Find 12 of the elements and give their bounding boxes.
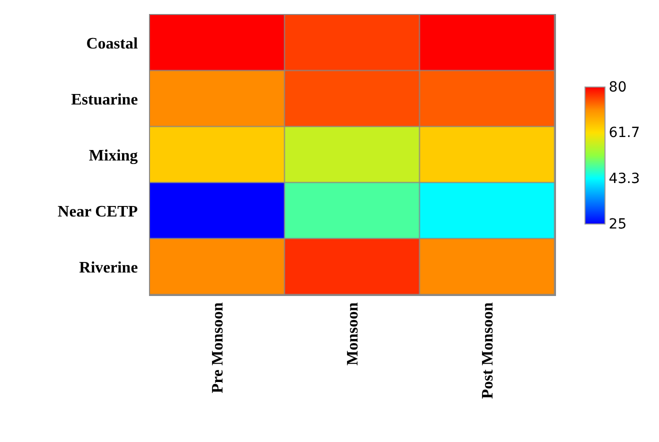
y-tick-label: Coastal (86, 36, 138, 53)
color-bar-label: 61.7 (608, 124, 640, 141)
y-tick-label: Mixing (88, 148, 138, 165)
color-bar-label: 43.3 (608, 170, 640, 187)
x-tick-label: Monsoon (344, 302, 362, 366)
x-tick-label: Pre Monsoon (210, 302, 227, 394)
color-bar-label: 80 (608, 79, 627, 96)
x-tick-label: Post Monsoon (480, 302, 497, 399)
y-tick-label: Riverine (79, 260, 138, 277)
y-tick-label: Estuarine (71, 92, 138, 109)
color-bar-label: 25 (608, 216, 627, 232)
y-tick-label: Near CETP (58, 204, 138, 221)
